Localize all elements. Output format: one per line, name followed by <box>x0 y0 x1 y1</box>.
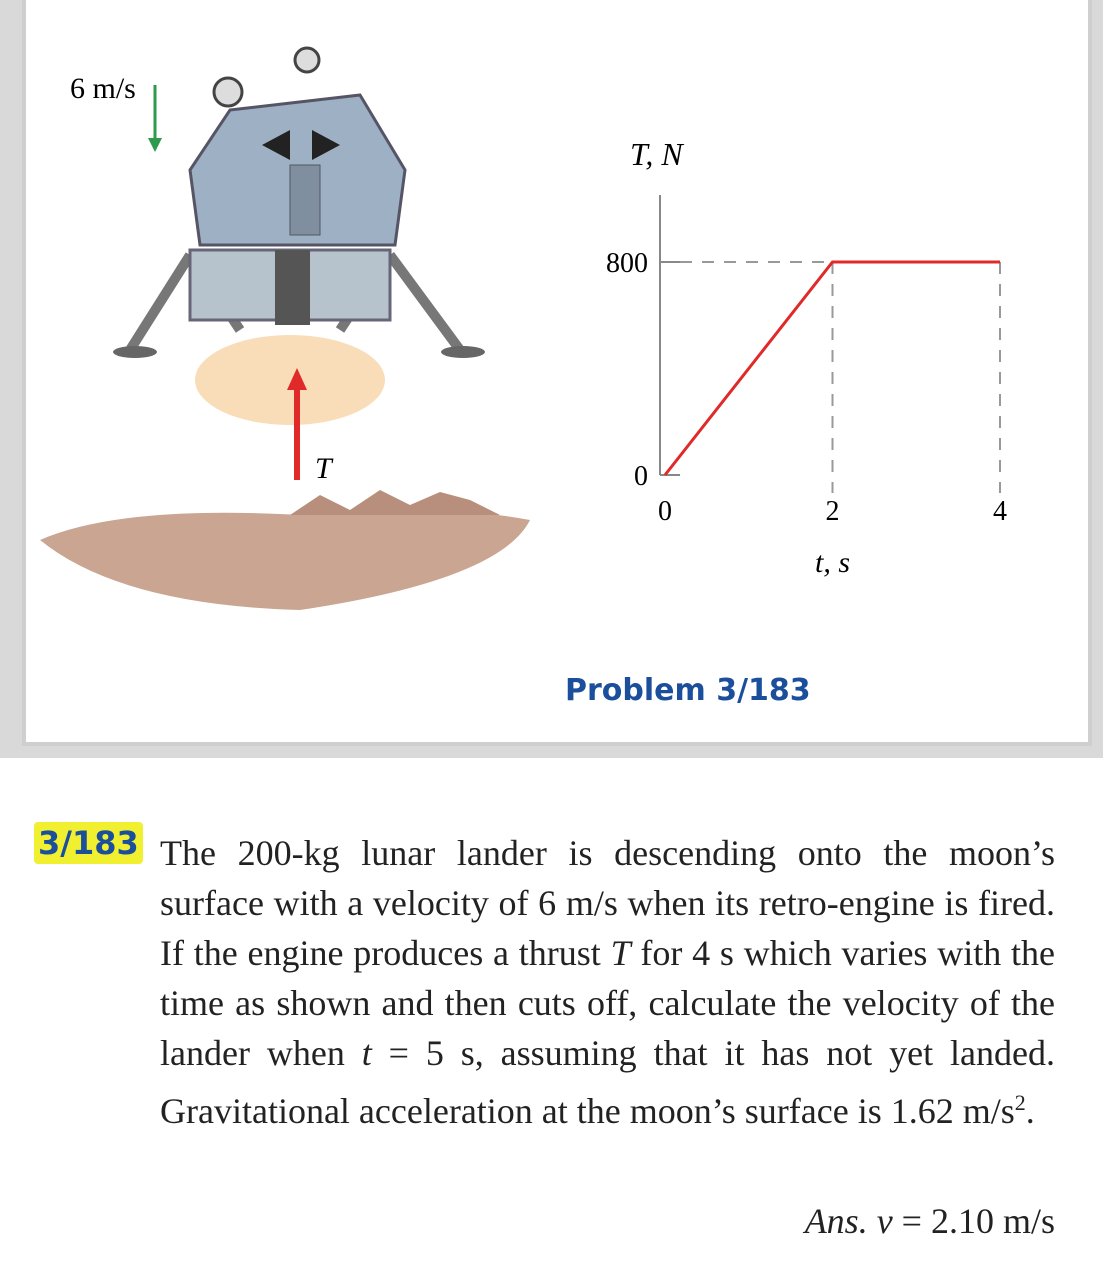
thrust-arrowhead <box>287 368 307 390</box>
y-tick-label: 800 <box>606 248 648 279</box>
antenna <box>212 76 244 108</box>
footpad <box>113 346 157 358</box>
x-tick-label: 2 <box>826 496 840 527</box>
moon-surface <box>40 508 530 610</box>
x-tick-label: 0 <box>658 496 672 527</box>
text: for 4 s which varies with the time as sh… <box>160 933 1055 1073</box>
text: The 200-kg lunar lander is descending on… <box>160 833 1055 973</box>
x-tick-label: 4 <box>993 496 1007 527</box>
rocks <box>290 490 500 515</box>
superscript: 2 <box>1014 1090 1026 1115</box>
lander-legs <box>125 252 465 353</box>
figure: 6 m/s T T, N t, s Problem 3/183 0 800 0 2 4 <box>40 46 1007 708</box>
exhaust <box>195 335 385 425</box>
footpad <box>441 346 485 358</box>
velocity-arrowhead <box>148 138 162 152</box>
problem-number: 3/183 <box>34 822 143 864</box>
answer-label: Ans. <box>804 1201 868 1241</box>
answer-symbol: v <box>876 1201 893 1241</box>
windows <box>262 130 340 160</box>
y-axis-label: T, N <box>630 136 684 172</box>
text: . <box>1025 1091 1035 1131</box>
thrust-label: T <box>315 452 334 485</box>
y-tick-label: 0 <box>634 461 648 492</box>
symbol: T <box>610 933 631 973</box>
problem-panel <box>0 758 1103 1280</box>
velocity-label: 6 m/s <box>70 72 136 105</box>
x-axis-label: t, s <box>815 546 850 579</box>
problem-text: The 200-kg lunar lander is descending on… <box>160 828 1055 1136</box>
engine <box>275 250 310 325</box>
thrust-line <box>663 260 1000 476</box>
answer-value: = 2.10 m/s <box>901 1201 1055 1241</box>
antenna <box>293 46 321 74</box>
hatch <box>289 164 321 236</box>
text: = 5 s, assuming that it has not yet land… <box>160 1033 1055 1131</box>
symbol: t <box>361 1033 372 1073</box>
caption: Problem 3/183 <box>565 673 811 708</box>
answer: Ans. v = 2.10 m/s <box>805 1200 1055 1242</box>
